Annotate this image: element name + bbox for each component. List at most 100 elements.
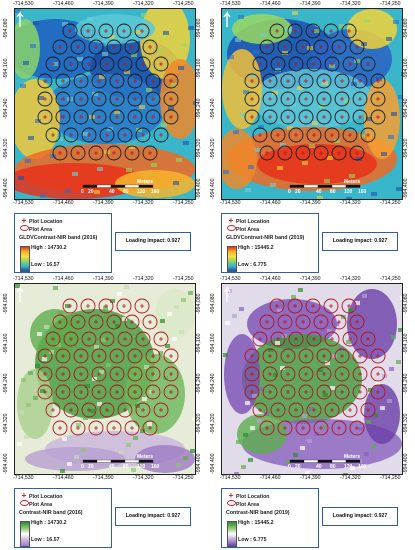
plot-area-circle [91,91,107,107]
plot-area-circle [88,39,104,55]
raster-map: 0 20 40 80 120 160 Meters [221,8,403,200]
x-tick-label: -714,250 [173,475,194,481]
y-tick-label: -994,080 [403,293,409,314]
y-tick-label: -994,320 [196,413,202,434]
plot-area-circle [81,331,97,347]
plot-area-circle [313,145,329,161]
scale-bar-label: 160 [151,189,160,195]
plot-area-circle [352,109,368,125]
plot-area-circle [88,145,104,161]
loading-impact-box: Loading impact: 0.927 [322,232,398,251]
plot-area-circle [52,314,68,330]
legend-band-title: Contrast-NIR band (2019) [226,510,290,516]
scale-bar-label: 120 [344,189,353,195]
plot-area-circle [91,109,107,125]
legend-label: Plot Location [236,494,270,500]
scale-bar-label: 0 [81,464,84,470]
raster-map: 0 20 40 80 120 160 Meters [221,283,403,475]
plot-area-circle [270,127,286,143]
x-tick-label: -714,530 [220,475,241,481]
plot-area-circle [313,39,329,55]
x-tick-label: -714,320 [133,1,154,7]
plot-area-circle [244,384,260,400]
north-arrow-icon [16,10,24,27]
plot-area-circle [127,384,143,400]
map-legend: + Plot Location Plot Area Contrast-NIR band… [14,488,112,548]
x-tick-label: -714,530 [220,1,241,7]
scale-bar-label: 80 [330,464,336,470]
plot-area-circle [109,73,125,89]
plot-area-circle [80,298,96,314]
x-tick-label: -714,250 [173,276,194,282]
plot-area-circle [88,314,104,330]
plot-area-circle [127,348,143,364]
legend-high-value: High : 15445.2 [238,520,274,526]
y-tick-label: -994,240 [196,373,202,394]
plot-area-circle [55,73,71,89]
plot-area-circle [334,348,350,364]
plot-area-circle [277,145,293,161]
plot-area-circle [313,314,329,330]
plot-area-circle [142,420,158,436]
plot-area-circle [331,39,347,55]
x-tick-label: -714,320 [340,475,361,481]
plot-area-circle [124,314,140,330]
plot-area-circle [306,127,322,143]
map-panel-gldv-2019: -714,530 -714,530 -714,460 -714,460 -714,390… [207,0,414,275]
legend-high-value: High : 15445.2 [238,245,274,251]
legend-label: Plot Location [29,494,63,500]
plot-area-circle [262,348,278,364]
x-tick-label: -714,320 [133,200,154,206]
y-tick-label: -994,400 [210,453,216,474]
legend-low-value: Low : 16.57 [31,537,60,543]
plot-area-circle [360,331,376,347]
legend-label: Plot Location [29,219,63,225]
y-tick-label: -994,240 [403,373,409,394]
plot-area-circle [81,56,97,72]
plot-area-circle [295,420,311,436]
plot-area-circle [73,91,89,107]
plot-area-circle [331,314,347,330]
plot-area-circle [370,73,386,89]
x-tick-label: -714,530 [220,200,241,206]
plot-area-circle [99,331,115,347]
plot-area-circle [135,127,151,143]
plot-area-circle [142,314,158,330]
plot-area-circle [55,91,71,107]
plot-area-circle [145,348,161,364]
scale-bar-label: 160 [358,464,367,470]
plot-area-circle [331,145,347,161]
plot-area-circle [135,331,151,347]
plot-area-circle [145,366,161,382]
plot-area-circle [288,127,304,143]
plot-area-circle [91,384,107,400]
plot-area-circle [73,73,89,89]
plot-area-circle [298,348,314,364]
plot-area-circle [323,23,339,39]
plot-area-circle [127,366,143,382]
y-tick-label: -994,400 [210,178,216,199]
plot-area-circle [316,348,332,364]
y-tick-label: -994,320 [210,413,216,434]
plot-area-circle [99,127,115,143]
plot-area-circle [324,402,340,418]
x-tick-label: -714,460 [260,200,281,206]
plot-area-circle [37,366,53,382]
plot-area-circle [109,348,125,364]
plot-area-circle [342,56,358,72]
plot-area-circle [145,91,161,107]
plot-area-circle [244,109,260,125]
x-tick-label: -714,320 [340,200,361,206]
plot-area-circle [370,366,386,382]
plot-area-circle [262,109,278,125]
plot-area-circle [163,109,179,125]
legend-band-title: Contrast-NIR band (2016) [19,510,83,516]
plot-area-circle [124,39,140,55]
plot-area-circle [334,91,350,107]
loading-impact-box: Loading impact: 0.927 [115,232,191,251]
map-legend: + Plot Location Plot Area Contrast-NIR band… [221,488,319,548]
scale-bar-label: 80 [330,189,336,195]
plot-area-circle [341,23,357,39]
plot-area-circle [316,366,332,382]
plot-area-circle [298,91,314,107]
